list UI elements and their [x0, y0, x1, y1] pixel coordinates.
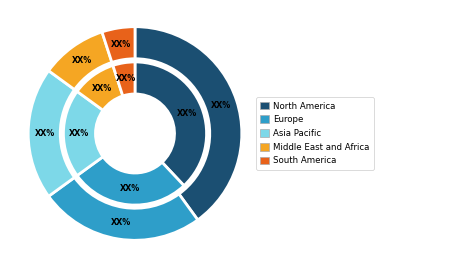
Text: XX%: XX% [211, 101, 231, 110]
Wedge shape [28, 71, 75, 196]
Wedge shape [135, 27, 242, 220]
Wedge shape [135, 62, 207, 186]
Wedge shape [49, 178, 198, 240]
Text: XX%: XX% [35, 129, 55, 138]
Wedge shape [49, 32, 112, 89]
Text: XX%: XX% [69, 129, 90, 138]
Text: XX%: XX% [120, 184, 140, 193]
Wedge shape [113, 62, 135, 96]
Text: XX%: XX% [72, 56, 92, 65]
Wedge shape [102, 27, 135, 62]
Text: XX%: XX% [111, 218, 131, 227]
Text: XX%: XX% [176, 109, 197, 117]
Text: XX%: XX% [92, 84, 112, 93]
Legend: North America, Europe, Asia Pacific, Middle East and Africa, South America: North America, Europe, Asia Pacific, Mid… [256, 97, 374, 170]
Wedge shape [63, 91, 103, 176]
Wedge shape [77, 65, 123, 110]
Wedge shape [77, 157, 184, 205]
Text: XX%: XX% [111, 40, 131, 49]
Text: XX%: XX% [116, 74, 136, 83]
